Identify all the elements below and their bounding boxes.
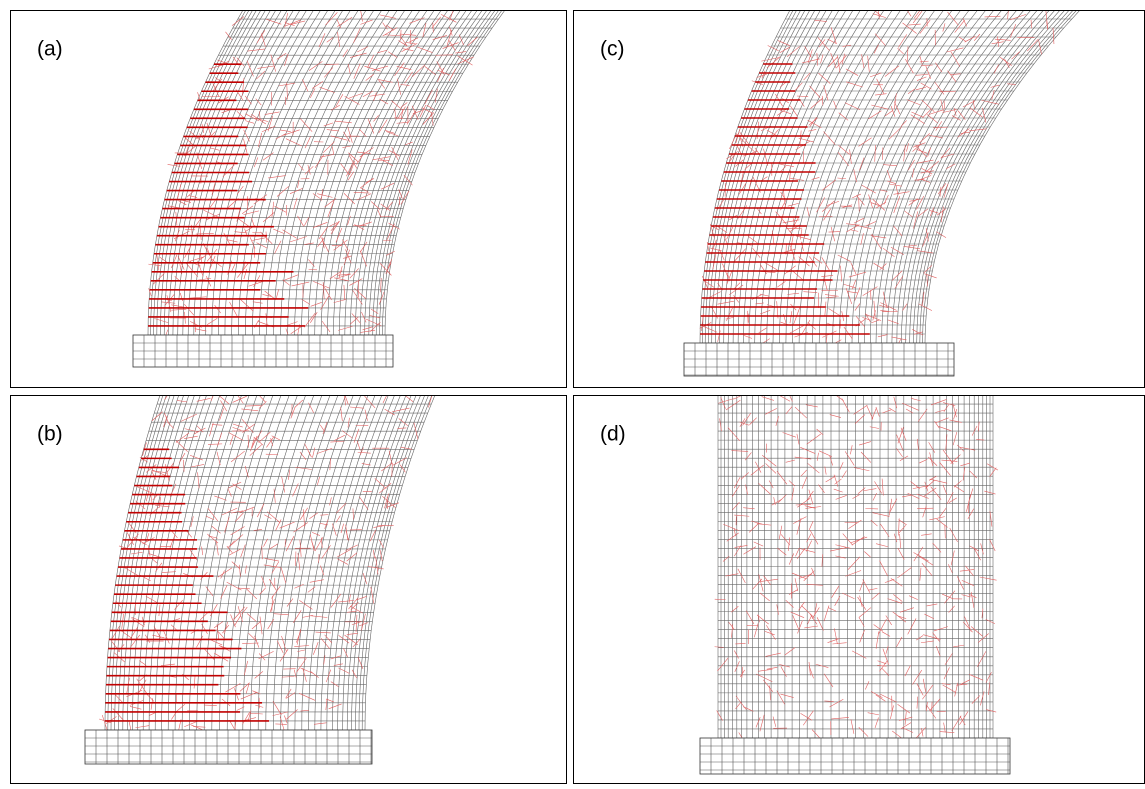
panel-label: (b)	[37, 423, 63, 446]
footing	[700, 738, 1010, 774]
panel-label: (d)	[600, 423, 626, 446]
footing	[85, 730, 372, 764]
figure: (a) (c) (b) (d)	[0, 0, 1145, 784]
panel-label: (a)	[37, 38, 63, 61]
panel-label: (c)	[600, 38, 625, 61]
footing	[684, 343, 954, 376]
